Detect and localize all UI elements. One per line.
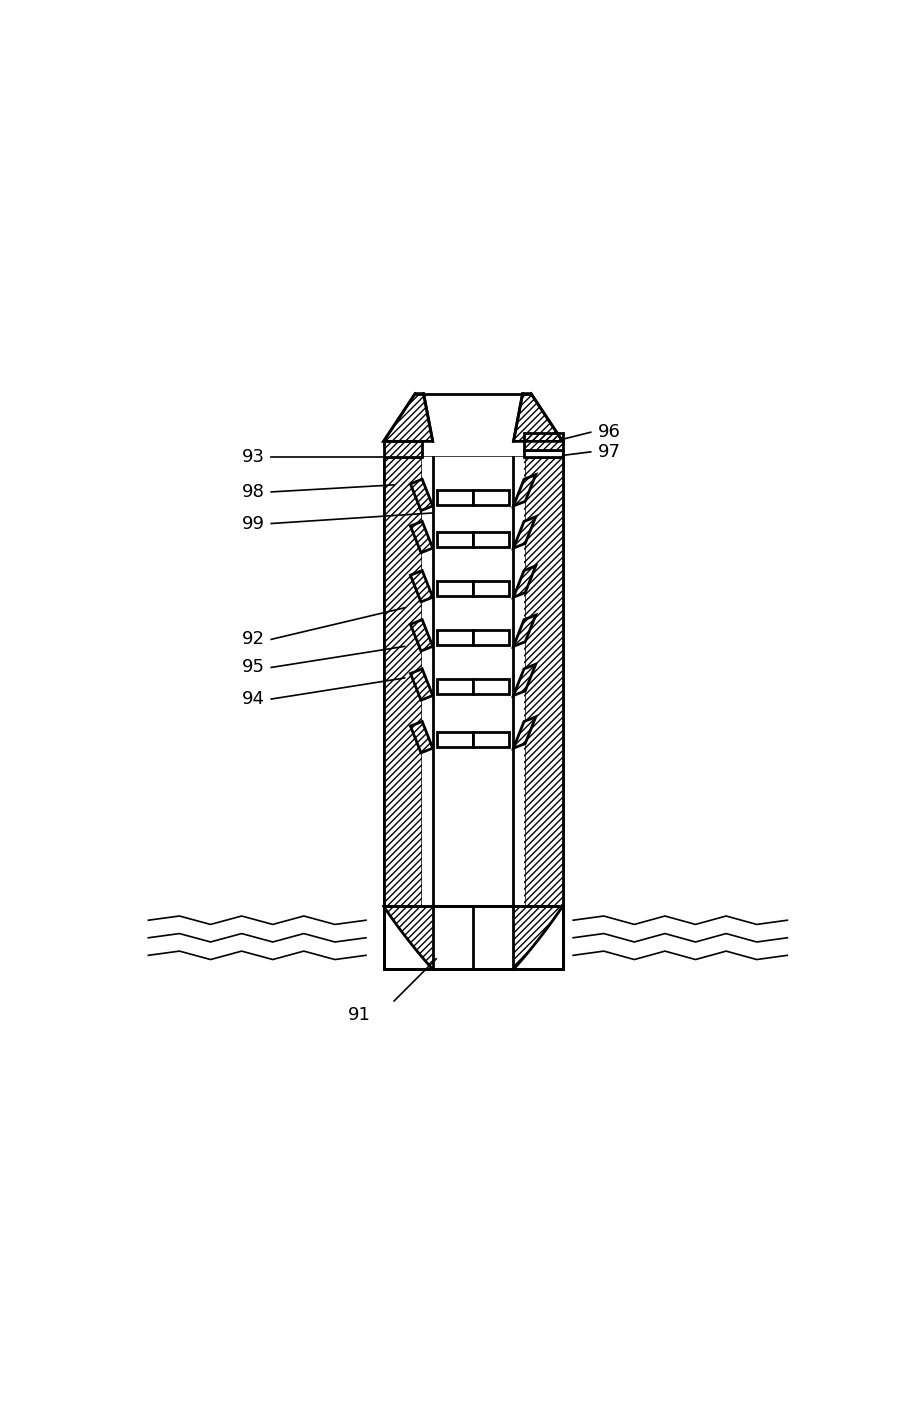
Polygon shape	[437, 680, 473, 694]
Polygon shape	[514, 517, 535, 548]
Polygon shape	[514, 393, 563, 441]
Polygon shape	[410, 721, 433, 753]
Polygon shape	[473, 490, 509, 505]
Polygon shape	[514, 457, 524, 907]
Polygon shape	[383, 907, 433, 969]
Text: 91: 91	[348, 1006, 371, 1025]
Polygon shape	[473, 680, 509, 694]
Polygon shape	[410, 570, 433, 602]
Polygon shape	[437, 732, 473, 746]
Polygon shape	[514, 664, 535, 695]
Text: 92: 92	[242, 630, 265, 648]
Polygon shape	[383, 441, 422, 457]
Polygon shape	[473, 630, 509, 646]
Text: 96: 96	[598, 423, 621, 441]
Polygon shape	[410, 668, 433, 700]
Polygon shape	[410, 521, 433, 553]
Polygon shape	[514, 474, 535, 507]
Polygon shape	[473, 580, 509, 596]
Text: 98: 98	[242, 482, 265, 501]
Polygon shape	[524, 450, 563, 457]
Polygon shape	[424, 393, 523, 441]
Polygon shape	[514, 614, 535, 647]
Bar	[383, 457, 563, 907]
Polygon shape	[437, 490, 473, 505]
Polygon shape	[422, 457, 433, 907]
Polygon shape	[514, 566, 535, 597]
Polygon shape	[473, 732, 509, 746]
Text: 93: 93	[242, 448, 265, 465]
Polygon shape	[437, 580, 473, 596]
Polygon shape	[410, 480, 433, 511]
Polygon shape	[410, 620, 433, 651]
Polygon shape	[437, 532, 473, 546]
Polygon shape	[383, 457, 422, 907]
Text: 94: 94	[242, 690, 265, 708]
Polygon shape	[383, 393, 433, 441]
Polygon shape	[473, 532, 509, 546]
Text: 99: 99	[242, 515, 265, 532]
Polygon shape	[514, 717, 535, 748]
Polygon shape	[524, 433, 563, 450]
Text: 97: 97	[598, 443, 621, 461]
Polygon shape	[433, 457, 514, 907]
Polygon shape	[524, 457, 563, 907]
Polygon shape	[383, 907, 563, 969]
Polygon shape	[514, 907, 563, 969]
Polygon shape	[437, 630, 473, 646]
Text: 95: 95	[242, 658, 265, 677]
